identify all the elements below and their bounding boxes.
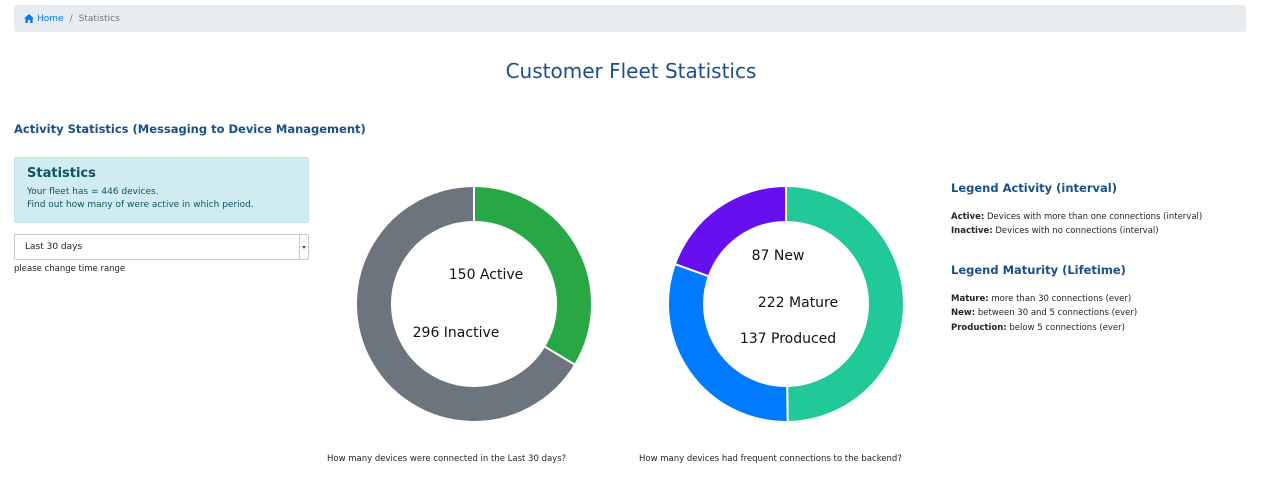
activity-donut-chart: 150 Active 296 Inactive (355, 184, 593, 423)
legend-item-new: New: between 30 and 5 connections (ever) (951, 308, 1138, 318)
breadcrumb: Home / Statistics (14, 5, 1246, 32)
legend-maturity-title: Legend Maturity (Lifetime) (951, 263, 1126, 277)
time-range-select[interactable]: Last 30 days ▾ (14, 234, 309, 260)
legend-item-inactive: Inactive: Devices with no connections (i… (951, 226, 1159, 236)
statistics-heading: Statistics (27, 166, 96, 181)
donut-label-produced: 137 Produced (740, 331, 836, 347)
statistics-info-box: Statistics Your fleet has = 446 devices.… (14, 157, 309, 223)
breadcrumb-home-link[interactable]: Home (24, 14, 64, 24)
maturity-donut-chart: 222 Mature 137 Produced 87 New (667, 184, 905, 424)
donut-label-inactive: 296 Inactive (413, 325, 500, 341)
donut-label-active: 150 Active (449, 267, 523, 283)
breadcrumb-separator: / (69, 13, 73, 24)
legend-activity-title: Legend Activity (interval) (951, 181, 1117, 195)
donut-slice-active[interactable] (473, 184, 593, 367)
activity-chart-caption: How many devices were connected in the L… (327, 454, 567, 464)
legend-item-mature: Mature: more than 30 connections (ever) (951, 294, 1132, 304)
breadcrumb-home-label: Home (37, 13, 64, 24)
dropdown-arrow-icon[interactable]: ▾ (299, 235, 308, 259)
donut-label-mature: 222 Mature (758, 295, 838, 311)
donut-slice-inactive[interactable] (355, 184, 577, 423)
home-icon (24, 14, 34, 23)
legend-item-production: Production: below 5 connections (ever) (951, 323, 1125, 333)
time-range-hint: please change time range (14, 264, 126, 274)
fleet-hint-text: Find out how many of were active in whic… (27, 200, 254, 210)
donut-slice-new[interactable] (673, 184, 787, 278)
activity-section-title: Activity Statistics (Messaging to Device… (14, 122, 366, 136)
donut-slice-mature[interactable] (785, 184, 905, 424)
maturity-chart-caption: How many devices had frequent connection… (639, 454, 902, 464)
donut-slice-produced[interactable] (667, 262, 789, 423)
breadcrumb-current: Statistics (78, 13, 120, 24)
fleet-size-text: Your fleet has = 446 devices. (27, 187, 159, 197)
legend-item-active: Active: Devices with more than one conne… (951, 212, 1203, 222)
time-range-selected: Last 30 days (25, 242, 83, 252)
donut-label-new: 87 New (752, 248, 805, 264)
page-title: Customer Fleet Statistics (505, 59, 757, 83)
